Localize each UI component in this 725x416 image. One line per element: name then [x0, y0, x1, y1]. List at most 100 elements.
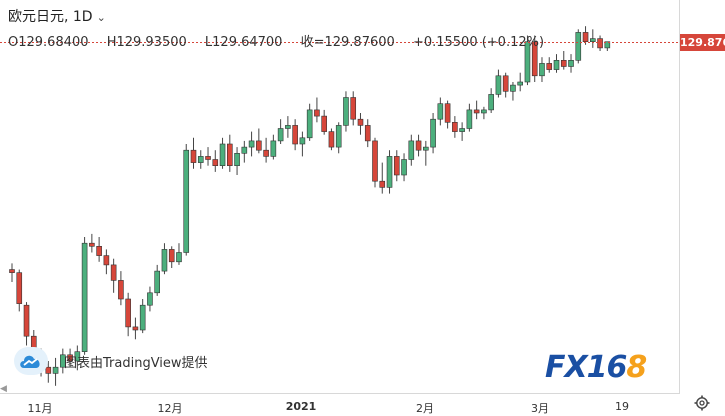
- change-value: +0.15500 (+0.12%): [412, 35, 545, 50]
- candle-body[interactable]: [597, 38, 603, 49]
- x-tick-label: 3月: [531, 402, 549, 415]
- candle-body[interactable]: [372, 140, 378, 182]
- candle-body[interactable]: [277, 128, 284, 142]
- candle-body[interactable]: [103, 255, 110, 266]
- candle-body[interactable]: [379, 180, 386, 188]
- candle-body[interactable]: [60, 354, 66, 368]
- candle-body[interactable]: [357, 118, 364, 126]
- candle-body[interactable]: [67, 354, 73, 362]
- candle-body[interactable]: [45, 366, 52, 374]
- candle-body[interactable]: [190, 149, 197, 163]
- candle-body[interactable]: [335, 125, 342, 148]
- candle-body[interactable]: [285, 125, 291, 129]
- candle-body[interactable]: [393, 156, 400, 176]
- candle-body[interactable]: [132, 326, 139, 331]
- candle-body[interactable]: [401, 159, 407, 176]
- candle-body[interactable]: [212, 159, 219, 166]
- candle-body[interactable]: [408, 140, 415, 160]
- candle-body[interactable]: [553, 59, 560, 70]
- gear-icon[interactable]: [694, 395, 710, 411]
- candle-body[interactable]: [488, 94, 494, 111]
- candle-body[interactable]: [589, 38, 596, 42]
- candle-body[interactable]: [270, 140, 277, 157]
- candle-body[interactable]: [168, 249, 175, 263]
- candle-body[interactable]: [234, 153, 240, 167]
- candle-body[interactable]: [437, 103, 444, 120]
- candle-body[interactable]: [568, 59, 574, 67]
- candle-body[interactable]: [219, 143, 226, 167]
- candle-body[interactable]: [524, 41, 531, 83]
- candle-body[interactable]: [466, 109, 473, 129]
- candle-body[interactable]: [23, 304, 30, 337]
- candle-body[interactable]: [154, 270, 160, 294]
- candle-body[interactable]: [110, 264, 117, 281]
- candle-body[interactable]: [517, 81, 524, 86]
- symbol-title[interactable]: 欧元日元, 1D ⌄: [8, 6, 106, 26]
- candle-body[interactable]: [343, 97, 349, 126]
- candle-body[interactable]: [321, 115, 327, 132]
- price-axis[interactable]: [679, 0, 680, 393]
- candle-body[interactable]: [227, 143, 233, 167]
- candle-body[interactable]: [292, 125, 298, 145]
- candle-body[interactable]: [423, 146, 429, 151]
- candle-body[interactable]: [197, 156, 204, 163]
- tradingview-attribution[interactable]: 图表由TradingView提供: [14, 347, 208, 375]
- close-value: 收=129.87600: [300, 35, 395, 50]
- candle-body[interactable]: [415, 140, 422, 151]
- candle-body[interactable]: [74, 351, 81, 362]
- tradingview-cloud-icon: [14, 347, 48, 375]
- candle-body[interactable]: [459, 128, 465, 132]
- scroll-left-icon[interactable]: ◀: [0, 384, 7, 394]
- candle-body[interactable]: [350, 97, 357, 120]
- candle-body[interactable]: [560, 59, 567, 67]
- candle-body[interactable]: [139, 304, 146, 331]
- logo-main: FX16: [545, 350, 627, 385]
- candle-body[interactable]: [16, 272, 23, 304]
- logo-accent: 8: [626, 350, 647, 385]
- candle-body[interactable]: [604, 41, 611, 49]
- candle-body[interactable]: [364, 125, 371, 142]
- candle-body[interactable]: [531, 41, 538, 77]
- candle-body[interactable]: [147, 292, 153, 306]
- candle-body[interactable]: [582, 32, 589, 43]
- candle-body[interactable]: [452, 122, 458, 132]
- candle-body[interactable]: [495, 75, 502, 95]
- candle-body[interactable]: [314, 109, 320, 117]
- candle-body[interactable]: [118, 280, 124, 300]
- candle-body[interactable]: [430, 118, 436, 148]
- candle-body[interactable]: [299, 137, 306, 145]
- candlestick-plot[interactable]: [0, 0, 680, 393]
- candle-body[interactable]: [444, 103, 451, 123]
- attribution-text: 图表由TradingView提供: [64, 355, 208, 371]
- candle-body[interactable]: [205, 156, 211, 160]
- candle-body[interactable]: [81, 242, 88, 352]
- candle-body[interactable]: [176, 252, 182, 263]
- x-tick-label: 2月: [416, 402, 434, 415]
- candle-body[interactable]: [89, 242, 95, 247]
- candle-body[interactable]: [125, 298, 131, 328]
- candle-body[interactable]: [96, 246, 102, 256]
- candle-body[interactable]: [539, 63, 545, 77]
- candle-body[interactable]: [306, 109, 313, 139]
- candle-body[interactable]: [386, 156, 393, 188]
- candle-body[interactable]: [473, 109, 480, 114]
- time-axis[interactable]: [0, 393, 680, 414]
- symbol-title-text: 欧元日元, 1D: [8, 9, 93, 25]
- candle-body[interactable]: [241, 146, 248, 154]
- candle-body[interactable]: [248, 140, 255, 148]
- candle-body[interactable]: [161, 249, 168, 272]
- high-value: H129.93500: [106, 35, 187, 50]
- candle-body[interactable]: [328, 131, 335, 148]
- candle-body[interactable]: [52, 366, 59, 374]
- candle-body[interactable]: [502, 75, 509, 92]
- candle-body[interactable]: [575, 32, 582, 61]
- chevron-down-icon[interactable]: ⌄: [96, 11, 106, 24]
- candle-body[interactable]: [9, 269, 15, 273]
- candle-body[interactable]: [510, 84, 516, 92]
- candle-body[interactable]: [263, 149, 269, 157]
- candle-body[interactable]: [546, 63, 553, 70]
- candle-body[interactable]: [183, 149, 190, 253]
- candle-body[interactable]: [256, 140, 262, 151]
- low-value: L129.64700: [204, 35, 283, 50]
- candle-body[interactable]: [481, 109, 487, 114]
